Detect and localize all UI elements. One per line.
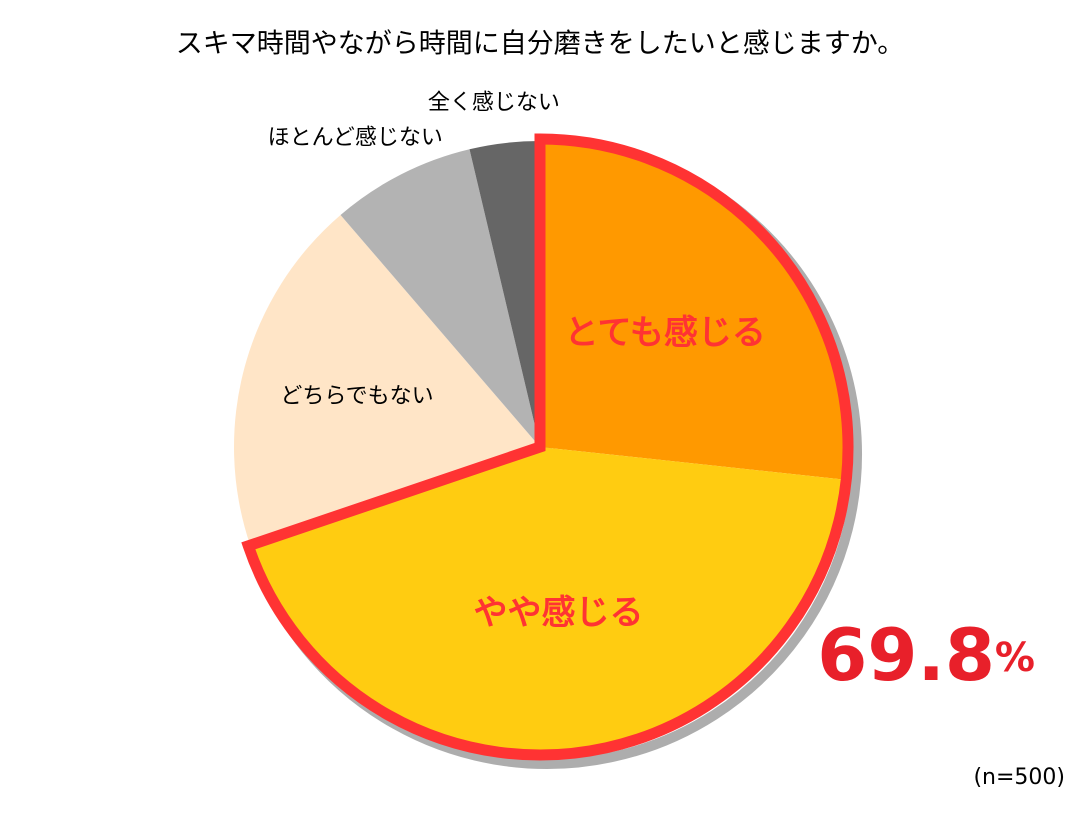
slice-label: とても感じる [565, 313, 766, 353]
pie-slice [340, 149, 540, 447]
pie-slice [469, 141, 540, 447]
pie-slice [233, 214, 540, 546]
sample-note: (n=500) [973, 765, 1065, 790]
pie-slice [250, 447, 845, 754]
slice-label: やや感じる [473, 593, 643, 633]
highlight-outline [241, 133, 854, 761]
slice-label: 全く感じない [428, 90, 560, 115]
slice-label: どちらでもない [280, 384, 433, 409]
chart-title: スキマ時間やながら時間に自分磨きをしたいと感じますか。 [176, 29, 904, 60]
slice-label: ほとんど感じない [268, 126, 443, 151]
highlight-total: 69.8% [817, 613, 1035, 697]
pie-slice [540, 141, 846, 480]
